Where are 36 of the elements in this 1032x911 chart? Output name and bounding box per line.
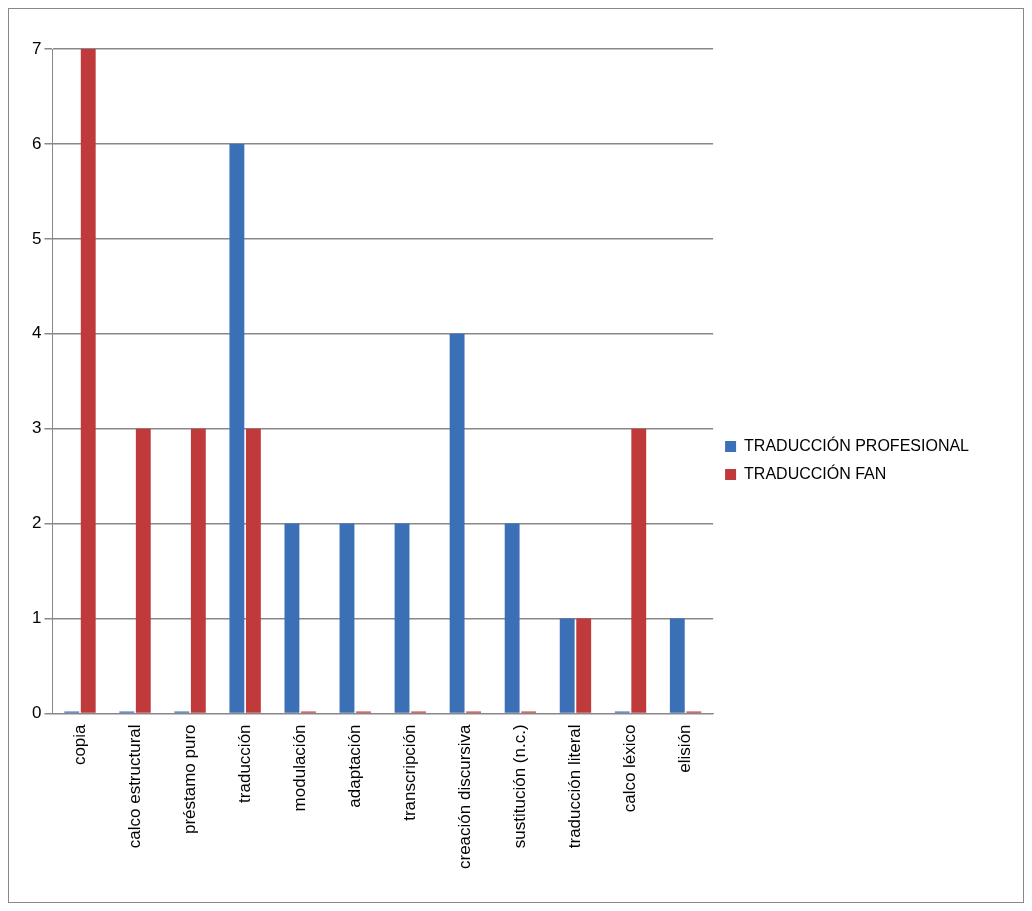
bar (190, 428, 206, 713)
x-tick-label: traducción literal (565, 724, 585, 849)
x-tick-label: transcripción (399, 724, 419, 821)
bar (229, 143, 245, 713)
bar (284, 523, 300, 713)
y-tick-label: 6 (31, 133, 42, 153)
bar (245, 428, 261, 713)
x-tick-label: calco estructural (124, 724, 144, 849)
x-tick-label: sustitución (n.c.) (510, 724, 530, 849)
bar (669, 618, 685, 713)
legend-label: TRADUCCIÓN FAN (744, 463, 887, 482)
y-tick-label: 1 (31, 608, 42, 628)
x-tick-label: adaptación (344, 724, 364, 808)
x-tick-label: creación discursiva (455, 723, 475, 869)
y-tick-label: 5 (31, 228, 42, 248)
y-tick-label: 7 (31, 38, 42, 58)
x-tick-label: modulación (289, 724, 309, 812)
x-tick-label: calco léxico (620, 724, 640, 813)
x-tick-label: préstamo puro (179, 724, 199, 835)
legend-label: TRADUCCIÓN PROFESIONAL (744, 435, 970, 454)
x-tick-label: traducción (234, 724, 254, 803)
bar (631, 428, 647, 713)
bar (339, 523, 355, 713)
bar (559, 618, 575, 713)
y-tick-label: 4 (31, 323, 42, 343)
y-tick-label: 2 (31, 513, 42, 533)
bar (80, 49, 96, 713)
y-tick-label: 3 (31, 418, 42, 438)
bar (394, 523, 410, 713)
bar (449, 333, 465, 713)
x-tick-label: copia (69, 723, 89, 766)
x-tick-label: elisión (675, 724, 695, 773)
bar (576, 618, 592, 713)
y-tick-label: 0 (31, 703, 42, 723)
bar (504, 523, 520, 713)
bar (135, 428, 151, 713)
